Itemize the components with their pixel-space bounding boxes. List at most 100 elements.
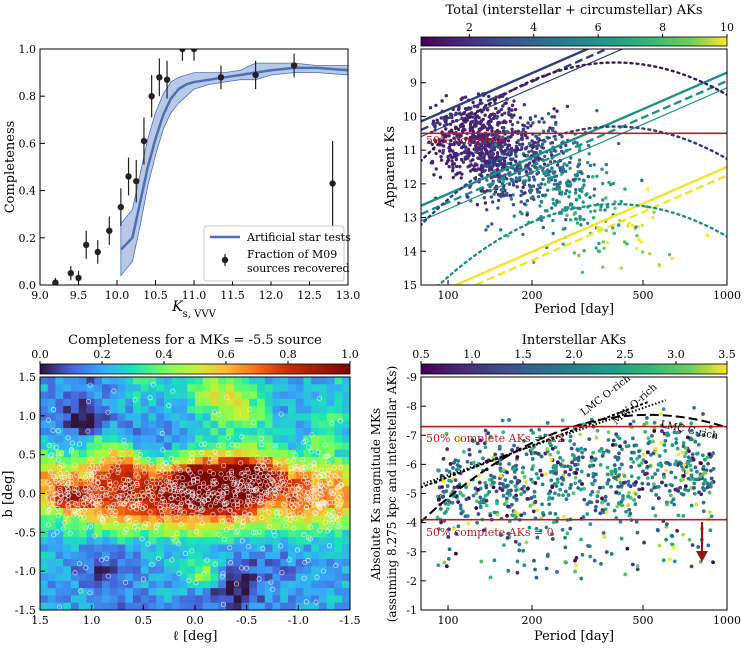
source-marker	[124, 497, 130, 503]
heatmap-cell	[171, 413, 180, 422]
heatmap-cell	[288, 464, 297, 473]
source-marker	[289, 502, 295, 508]
br-point	[609, 552, 614, 556]
heatmap-cell	[257, 508, 266, 516]
heatmap-cell	[86, 595, 95, 604]
heatmap-cell	[109, 515, 118, 524]
heatmap-cell	[148, 384, 157, 393]
source-marker	[333, 563, 339, 569]
source-marker	[160, 447, 166, 453]
br-point	[555, 569, 559, 574]
heatmap-cell	[264, 588, 273, 596]
source-marker	[284, 487, 290, 493]
tr-point	[510, 122, 515, 127]
source-marker	[306, 490, 312, 496]
heatmap-cell	[303, 522, 312, 531]
source-marker	[170, 535, 176, 541]
tr-point	[563, 169, 568, 174]
source-marker	[79, 504, 85, 510]
source-marker	[228, 476, 235, 482]
heatmap-cell	[140, 595, 149, 604]
br-point	[556, 493, 561, 497]
heatmap-cell	[249, 573, 258, 582]
heatmap-cell	[156, 544, 165, 553]
heatmap-cell	[326, 478, 335, 487]
br-point	[628, 495, 633, 500]
heatmap-cell	[326, 559, 335, 567]
tr-point	[430, 142, 434, 147]
heatmap-cell	[202, 508, 211, 516]
tr-point	[531, 175, 536, 179]
source-marker	[215, 443, 222, 449]
heatmap-cell	[264, 508, 273, 516]
tr-point	[548, 126, 552, 130]
br-point	[553, 491, 557, 496]
br-point	[662, 475, 666, 480]
heatmap-cell	[179, 522, 188, 531]
heatmap-cell	[272, 573, 281, 582]
heatmap-cell	[264, 464, 273, 473]
source-marker	[142, 504, 149, 510]
tr-point	[513, 159, 518, 163]
br-point	[703, 470, 708, 475]
tr-point	[499, 188, 503, 192]
heatmap-cell	[241, 471, 250, 480]
heatmap-cell	[342, 420, 350, 429]
heatmap-cell	[202, 602, 211, 610]
heatmap-cell	[86, 537, 95, 545]
br-point	[646, 441, 651, 446]
bl-axes: 1.5 1.0 0.5 0.0 -0.5 -1.0 -1.5-1.5-1.0-0.50.00…	[15, 371, 361, 627]
br-point	[681, 467, 686, 472]
heatmap-cell	[94, 457, 103, 465]
tr-point	[639, 240, 643, 244]
tr-point	[482, 156, 486, 160]
heatmap-cell	[94, 391, 103, 400]
heatmap-cell	[288, 595, 297, 604]
heatmap-cell	[249, 595, 258, 604]
tr-point	[562, 162, 566, 166]
br-point	[691, 457, 696, 462]
heatmap-cell	[334, 377, 343, 385]
source-marker	[329, 420, 335, 426]
source-marker	[135, 463, 141, 469]
heatmap-cell	[55, 457, 64, 465]
source-marker	[116, 460, 122, 466]
heatmap-cell	[280, 449, 289, 458]
tr-point	[518, 116, 523, 120]
source-marker	[177, 468, 183, 474]
heatmap-cell	[94, 486, 103, 494]
source-marker	[65, 489, 71, 495]
heatmap-cell	[241, 442, 250, 451]
heatmap-cell	[148, 573, 157, 582]
heatmap-cell	[319, 478, 328, 487]
source-marker	[332, 488, 338, 494]
tr-point	[604, 162, 609, 167]
tr-point	[500, 135, 505, 139]
source-marker	[73, 472, 79, 478]
heatmap-cell	[210, 413, 219, 422]
tr-point	[568, 166, 572, 170]
source-marker	[175, 486, 181, 492]
tr-point	[526, 125, 530, 130]
br-point	[507, 462, 511, 466]
heatmap-cell	[148, 478, 157, 487]
heatmap-cell	[303, 449, 312, 458]
source-marker	[145, 456, 151, 462]
heatmap-cell	[249, 508, 258, 516]
heatmap-cell	[280, 529, 289, 538]
tr-point	[510, 127, 514, 132]
br-ytick-label: -3	[406, 546, 417, 559]
br-point	[682, 462, 687, 467]
heatmap-cell	[148, 522, 157, 531]
tr-point	[604, 170, 609, 175]
heatmap-cell	[164, 588, 173, 596]
heatmap-cell	[187, 398, 196, 407]
heatmap-cell	[319, 602, 328, 610]
br-point	[551, 520, 556, 525]
tr-point	[452, 162, 456, 166]
heatmap-cell	[156, 391, 165, 400]
br-point	[616, 456, 621, 461]
heatmap-cell	[319, 544, 328, 553]
tr-pl-line	[421, 79, 727, 216]
heatmap-cell	[179, 377, 188, 385]
